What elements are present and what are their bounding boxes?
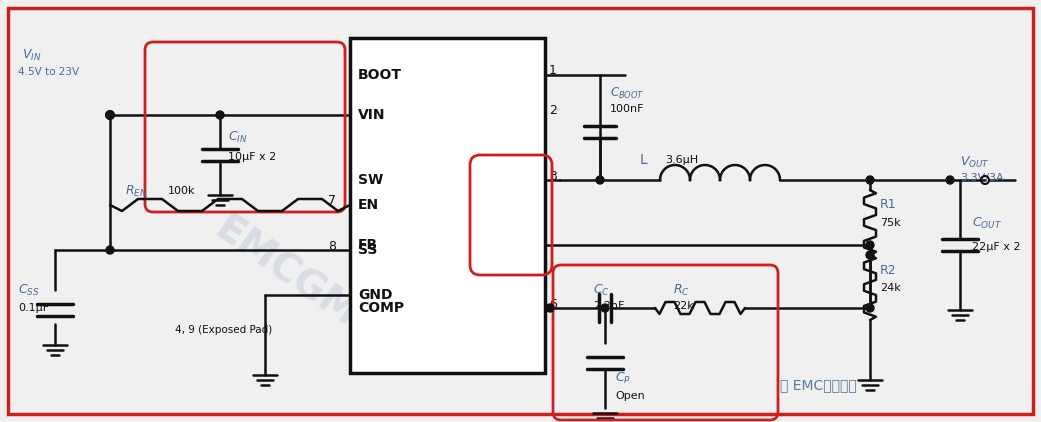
Text: $C_{IN}$: $C_{IN}$ — [228, 130, 248, 145]
Text: 8: 8 — [328, 240, 336, 252]
Bar — [350, 38, 545, 373]
Text: $C_C$: $C_C$ — [593, 282, 610, 298]
Circle shape — [866, 251, 874, 259]
Circle shape — [596, 176, 604, 184]
Text: 3.3V/3A: 3.3V/3A — [960, 173, 1004, 183]
Text: $C_P$: $C_P$ — [615, 371, 631, 386]
Text: $C_{SS}$: $C_{SS}$ — [18, 282, 40, 298]
Circle shape — [106, 111, 115, 119]
Text: COMP: COMP — [358, 301, 404, 315]
Text: Open: Open — [615, 391, 644, 401]
Text: SW: SW — [358, 173, 383, 187]
Text: SS: SS — [358, 243, 378, 257]
Circle shape — [545, 304, 554, 312]
Text: FB: FB — [358, 238, 378, 252]
Text: L: L — [640, 153, 648, 167]
Circle shape — [106, 246, 115, 254]
Circle shape — [601, 304, 609, 312]
Text: 3: 3 — [549, 170, 557, 182]
Text: 0.1μF: 0.1μF — [18, 303, 49, 313]
Text: 100nF: 100nF — [610, 104, 644, 114]
Text: 100k: 100k — [168, 186, 196, 196]
Text: 1: 1 — [549, 65, 557, 78]
Text: VIN: VIN — [358, 108, 385, 122]
Text: 4.5V to 23V: 4.5V to 23V — [18, 67, 79, 77]
Text: $C_{BOOT}$: $C_{BOOT}$ — [610, 85, 644, 100]
Text: 容冠电磁: 容冠电磁 — [482, 227, 558, 293]
Text: $V_{OUT}$: $V_{OUT}$ — [960, 154, 990, 170]
Text: $R_{EN}$: $R_{EN}$ — [125, 184, 148, 198]
Circle shape — [866, 176, 874, 184]
Circle shape — [215, 111, 224, 119]
Circle shape — [946, 176, 954, 184]
Text: $V_{IN}$: $V_{IN}$ — [22, 47, 42, 62]
Text: $R_C$: $R_C$ — [672, 282, 690, 298]
Text: 6: 6 — [549, 298, 557, 311]
Text: 🌐 EMC容冠电磁: 🌐 EMC容冠电磁 — [780, 378, 857, 392]
Text: GND: GND — [358, 288, 392, 302]
Text: 24k: 24k — [880, 283, 900, 293]
Text: 4, 9 (Exposed Pad): 4, 9 (Exposed Pad) — [175, 325, 273, 335]
Text: 75k: 75k — [880, 218, 900, 228]
Circle shape — [866, 304, 874, 312]
Text: 7: 7 — [328, 195, 336, 208]
Text: 22k: 22k — [672, 301, 693, 311]
Text: R2: R2 — [880, 263, 896, 276]
Text: 3.6μH: 3.6μH — [665, 155, 699, 165]
Text: R1: R1 — [880, 198, 896, 211]
Text: EN: EN — [358, 198, 379, 212]
Text: 2.2nF: 2.2nF — [593, 301, 625, 311]
Circle shape — [866, 241, 874, 249]
Text: $C_{OUT}$: $C_{OUT}$ — [972, 216, 1001, 230]
Text: 2: 2 — [549, 105, 557, 117]
Text: 22μF x 2: 22μF x 2 — [972, 242, 1020, 252]
Text: EMCGMAX: EMCGMAX — [207, 210, 413, 370]
Text: BOOT: BOOT — [358, 68, 402, 82]
Text: 10μF x 2: 10μF x 2 — [228, 152, 276, 162]
